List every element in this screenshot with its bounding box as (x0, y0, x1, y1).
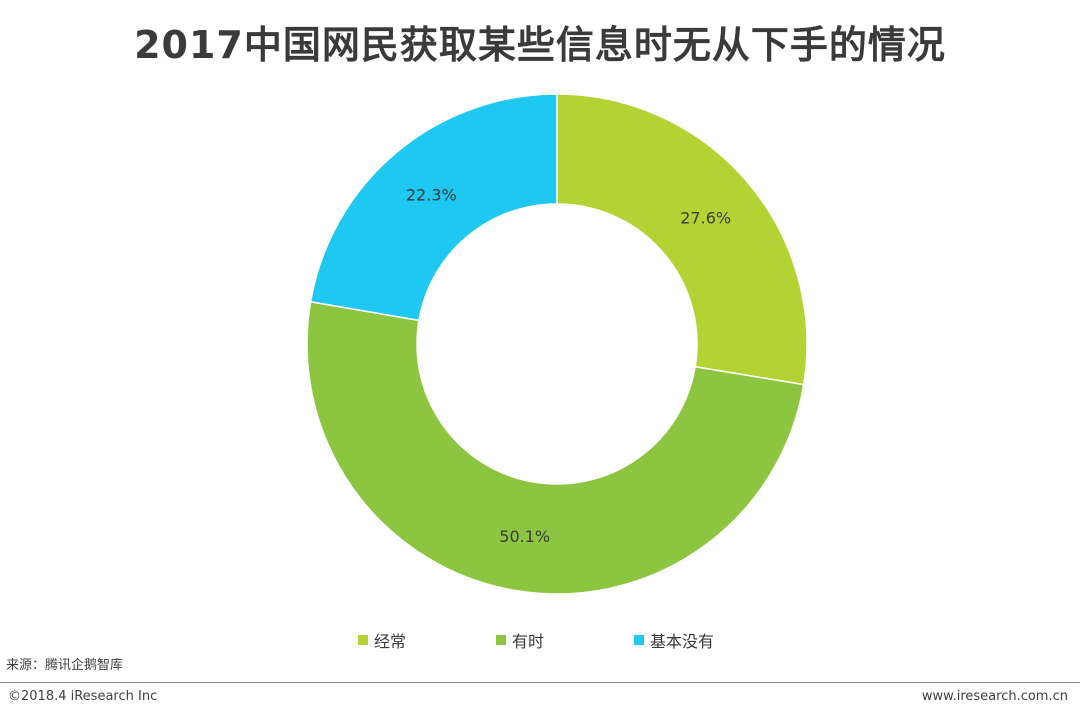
legend: 经常 有时 基本没有 (358, 628, 772, 652)
legend-item-rarely: 基本没有 (634, 628, 772, 652)
legend-label-rarely: 基本没有 (650, 632, 715, 651)
legend-item-often: 经常 (358, 628, 496, 652)
source-note: 来源：腾讯企鹅智库 (6, 658, 124, 673)
slice-label-often: 27.6% (680, 208, 731, 227)
legend-swatch-rarely (634, 635, 644, 645)
legend-label-often: 经常 (374, 632, 407, 651)
slice-often (556, 93, 808, 386)
slice-rarely (309, 93, 558, 322)
slice-label-sometimes: 50.1% (499, 527, 550, 546)
legend-swatch-often (358, 635, 368, 645)
legend-swatch-sometimes (496, 635, 506, 645)
copyright-text: ©2018.4 iResearch Inc (8, 689, 158, 704)
footer-divider (0, 682, 1080, 683)
slice-sometimes (306, 300, 805, 595)
legend-label-sometimes: 有时 (512, 632, 545, 651)
slice-label-rarely: 22.3% (406, 185, 457, 204)
chart-title: 2017中国网民获取某些信息时无从下手的情况 (134, 23, 946, 67)
website-link[interactable]: www.iresearch.com.cn (921, 689, 1068, 704)
legend-item-sometimes: 有时 (496, 628, 634, 652)
